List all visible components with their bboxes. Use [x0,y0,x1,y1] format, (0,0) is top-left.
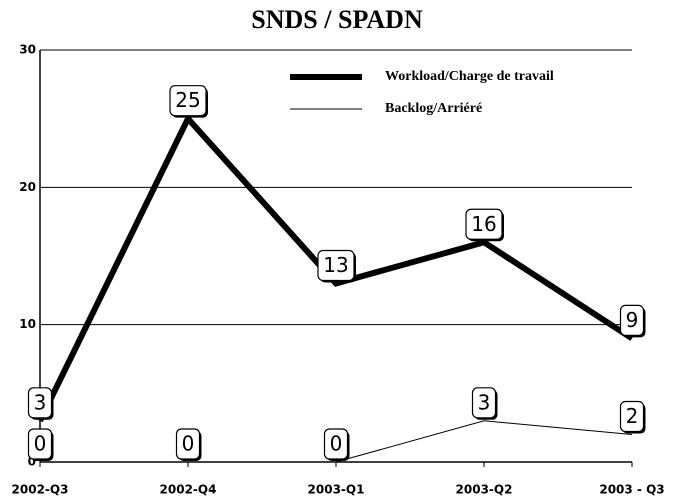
x-tick-label: 2002-Q3 [12,483,69,497]
data-label-box [175,428,201,460]
data-label: 2 [626,404,639,428]
x-tick-label: 2003 - Q3 [599,483,664,497]
chart-title: SNDS / SPADN [251,5,423,34]
y-tick-label: 10 [19,317,36,331]
data-label: 0 [34,432,47,456]
data-label: 0 [182,432,195,456]
data-label: 25 [175,88,200,112]
x-tick-label: 2003-Q1 [308,483,365,497]
data-label-box [169,85,207,117]
series-line [37,113,634,423]
y-tick-label: 20 [19,180,36,194]
legend-label: Workload/Charge de travail [385,69,554,84]
data-label: 9 [626,308,639,332]
data-label: 0 [330,432,343,456]
x-tick-label: 2003-Q2 [456,483,513,497]
data-label: 13 [323,253,348,277]
legend-label: Backlog/Arriéré [385,101,482,116]
data-label: 3 [34,390,47,414]
y-tick-label: 30 [19,43,36,57]
data-label: 16 [471,212,496,236]
data-label-box [471,387,497,419]
data-label-box [619,304,645,336]
y-tick-label: 0 [28,455,36,469]
data-label-box [465,208,503,240]
x-tick-label: 2002-Q4 [160,483,217,497]
data-label-box [27,428,53,460]
data-label: 3 [478,390,491,414]
data-label-box [317,249,355,282]
data-label-box [323,428,349,460]
series-line [40,420,633,463]
data-label-box [619,400,645,433]
data-label-box [27,387,53,419]
